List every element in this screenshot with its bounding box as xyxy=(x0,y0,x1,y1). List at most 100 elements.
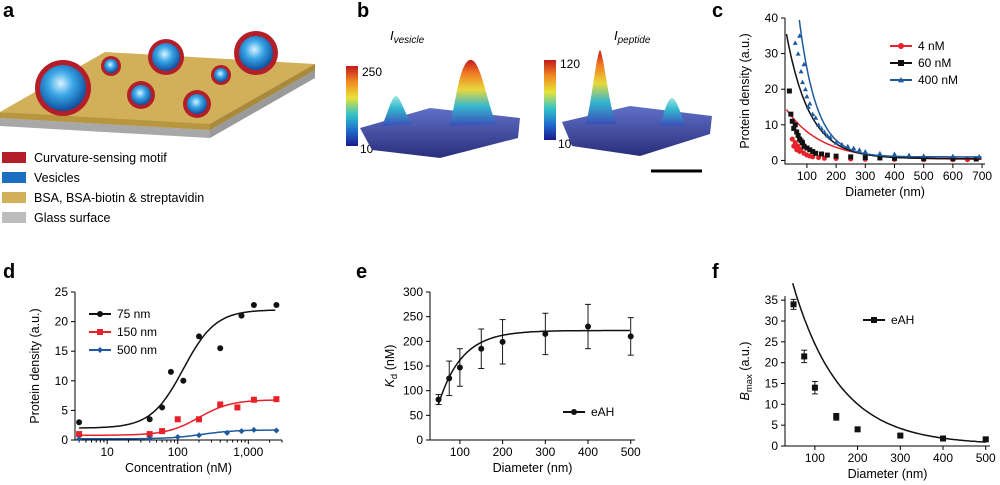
data-point xyxy=(174,434,181,441)
data-point xyxy=(167,368,174,375)
x-tick-label: 400 xyxy=(578,445,598,459)
legend-label: 60 nM xyxy=(918,56,951,70)
data-point xyxy=(273,396,280,403)
data-point xyxy=(195,416,202,423)
y-axis-label: Protein density (a.u.) xyxy=(28,308,42,423)
y-tick-label: 0 xyxy=(771,153,778,167)
b-left-colorbar xyxy=(346,66,358,146)
data-point xyxy=(800,140,806,146)
y-tick-label: 200 xyxy=(403,334,423,348)
y-tick-label: 5 xyxy=(61,403,68,417)
data-point xyxy=(478,345,485,352)
legend-a-label: Glass surface xyxy=(34,211,110,225)
x-tick-label: 300 xyxy=(535,445,555,459)
data-point xyxy=(839,141,845,147)
y-tick-label: 40 xyxy=(765,11,779,25)
data-point xyxy=(810,111,816,117)
vesicle-medium-3 xyxy=(183,90,211,118)
data-point xyxy=(792,40,798,45)
data-point xyxy=(76,419,83,426)
b-right-base xyxy=(562,106,712,156)
data-point xyxy=(238,428,245,435)
panel-a-legend: Curvature-sensing motif Vesicles BSA, BSA-… xyxy=(2,151,204,225)
data-point xyxy=(159,428,166,435)
data-point xyxy=(97,347,103,353)
x-tick-label: 200 xyxy=(493,445,513,459)
vesicle-small-1 xyxy=(101,56,121,76)
data-point xyxy=(146,431,153,438)
data-point xyxy=(950,156,956,162)
data-point xyxy=(250,396,257,403)
data-point xyxy=(795,51,801,56)
b-right-colorbar xyxy=(544,60,556,140)
x-tick-label: 100 xyxy=(797,169,817,183)
data-point xyxy=(435,396,442,403)
data-point xyxy=(921,156,927,162)
data-point xyxy=(802,86,808,92)
data-point xyxy=(585,323,592,330)
y-tick-label: 15 xyxy=(765,377,779,391)
y-tick-label: 25 xyxy=(55,285,69,299)
fit-curve xyxy=(79,309,276,429)
y-tick-label: 10 xyxy=(55,374,69,388)
x-tick-label: 500 xyxy=(621,445,641,459)
legend-a-swatch xyxy=(2,152,26,163)
data-point xyxy=(792,140,798,146)
panel-label-b: b xyxy=(357,0,369,22)
legend-label: 150 nm xyxy=(117,325,157,339)
panel-label-e: e xyxy=(356,261,367,283)
data-point xyxy=(794,129,800,135)
data-point xyxy=(891,155,897,161)
legend-label: eAH xyxy=(591,405,614,419)
data-point xyxy=(195,432,202,439)
x-axis-label: Diameter (nm) xyxy=(845,185,925,199)
data-point xyxy=(146,416,153,423)
b-right-cbar-max: 120 xyxy=(560,57,580,71)
data-point xyxy=(97,329,103,335)
y-tick-label: 10 xyxy=(765,397,779,411)
y-tick-label: 20 xyxy=(55,315,69,329)
data-point xyxy=(801,353,808,360)
vesicle-large-left xyxy=(35,60,91,116)
panel-label-d: d xyxy=(3,261,15,283)
data-point xyxy=(813,150,819,156)
data-point xyxy=(833,413,840,420)
x-tick-label: 500 xyxy=(976,451,996,465)
data-point xyxy=(821,129,827,134)
data-point xyxy=(862,149,868,154)
y-axis-label: Protein density (a.u.) xyxy=(738,33,752,148)
data-point xyxy=(845,143,851,149)
data-point xyxy=(76,431,83,438)
data-point xyxy=(792,122,798,128)
y-tick-label: 10 xyxy=(765,118,779,132)
data-point xyxy=(788,111,794,117)
data-point xyxy=(217,345,224,352)
data-point xyxy=(818,151,824,157)
data-point xyxy=(818,125,824,131)
data-point xyxy=(824,133,830,138)
data-point xyxy=(897,432,904,439)
x-tick-label: 300 xyxy=(890,451,910,465)
y-tick-label: 0 xyxy=(61,433,68,447)
data-point xyxy=(891,151,897,157)
y-tick-label: 20 xyxy=(765,82,779,96)
legend-a-label: Curvature-sensing motif xyxy=(34,151,167,165)
data-point xyxy=(940,435,947,442)
chart-c: 0 10 20 30 40 100 200 300 400 500 600 700 Diameter (… xyxy=(738,11,992,199)
data-point xyxy=(804,145,810,151)
x-tick-label: 10 xyxy=(100,445,114,459)
y-tick-label: 15 xyxy=(55,344,69,358)
b-right-title: Ipeptide xyxy=(614,28,651,46)
data-point xyxy=(848,154,854,160)
data-point xyxy=(800,79,806,85)
x-tick-label: 700 xyxy=(972,169,992,183)
vesicle-medium-1 xyxy=(148,39,184,75)
x-tick-label: 500 xyxy=(914,169,934,183)
fit-curve xyxy=(785,33,982,160)
data-point xyxy=(174,416,181,423)
data-point xyxy=(456,364,463,371)
y-tick-label: 30 xyxy=(765,314,779,328)
x-tick-label: 200 xyxy=(826,169,846,183)
panel-a-schematic xyxy=(0,31,315,138)
data-point xyxy=(807,147,813,153)
